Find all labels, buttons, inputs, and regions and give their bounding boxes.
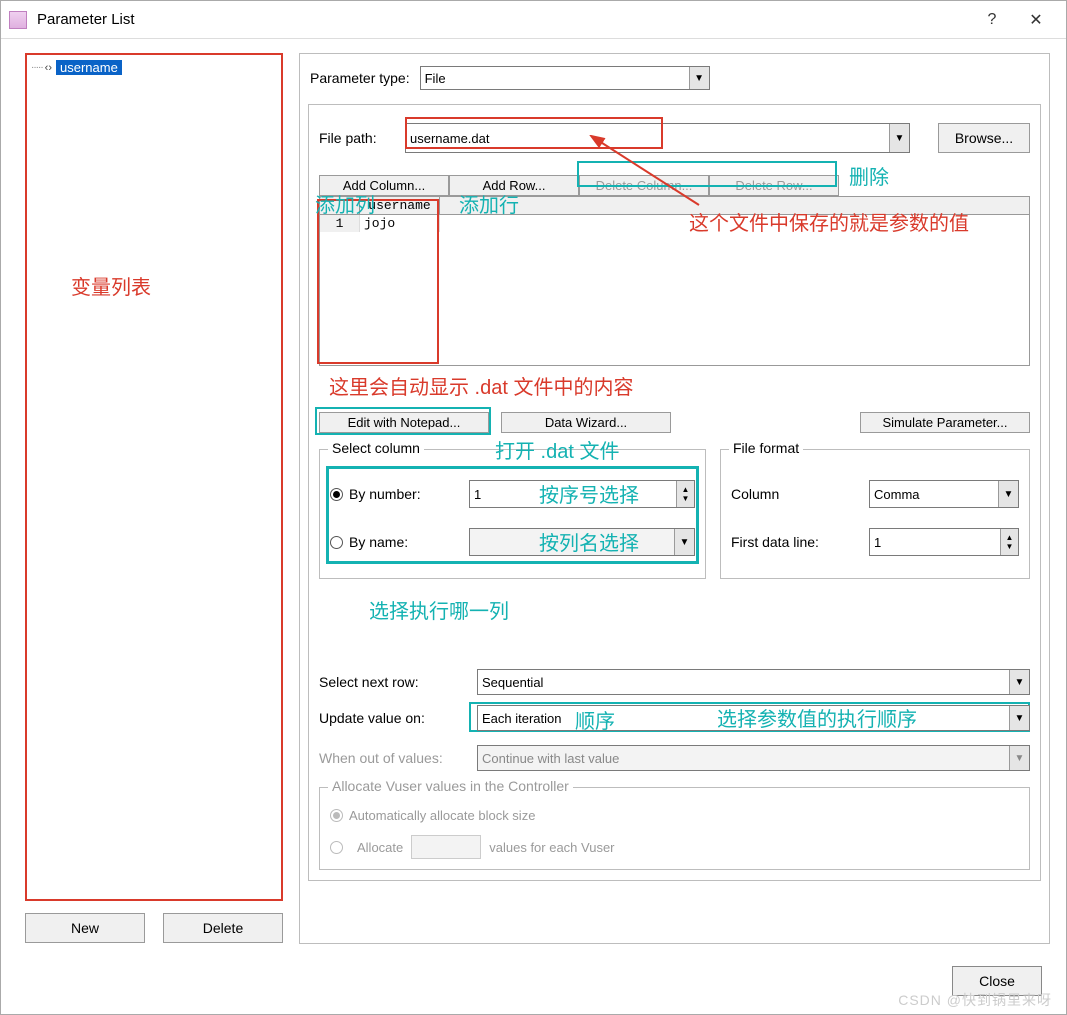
- allocate-auto-label: Automatically allocate block size: [349, 808, 535, 823]
- param-type-value: File: [425, 71, 446, 86]
- allocate-legend: Allocate Vuser values in the Controller: [328, 778, 573, 794]
- spin-arrows-icon: ▲▼: [676, 481, 694, 507]
- main-panel: Parameter type: File ▼ File path: userna…: [299, 53, 1050, 944]
- simulate-button[interactable]: Simulate Parameter...: [860, 412, 1030, 433]
- select-column-legend: Select column: [328, 440, 424, 456]
- when-out-combo: Continue with last value ▼: [477, 745, 1030, 771]
- dropdown-arrow-icon: ▼: [998, 481, 1018, 507]
- ann-seq: 顺序: [575, 705, 615, 734]
- param-type-row: Parameter type: File ▼: [300, 54, 1049, 98]
- window-title: Parameter List: [37, 11, 135, 28]
- by-name-row: By name: ▼: [330, 522, 695, 562]
- parameter-list-window: Parameter List ? ✕ ····· ‹› username 变量列…: [0, 0, 1067, 1015]
- dropdown-arrow-icon: ▼: [889, 124, 909, 152]
- by-number-row: By number: 1 ▲▼: [330, 474, 695, 514]
- allocate-auto-radio: [330, 809, 343, 822]
- file-path-row: File path: username.dat ▼ Browse...: [319, 123, 1030, 153]
- allocate-manual-post: values for each Vuser: [489, 840, 614, 855]
- tree-connector: ·····: [31, 62, 43, 73]
- when-out-label: When out of values:: [319, 750, 469, 766]
- select-next-row-row: Select next row: Sequential ▼: [319, 669, 1030, 695]
- edit-notepad-button[interactable]: Edit with Notepad...: [319, 412, 489, 433]
- mid-buttons-row: Edit with Notepad... Data Wizard... Simu…: [319, 412, 1030, 433]
- when-out-value: Continue with last value: [482, 751, 619, 766]
- select-column-group: Select column By number: 1 ▲▼ By name:: [319, 449, 706, 579]
- update-value-label: Update value on:: [319, 710, 469, 726]
- delete-row-button[interactable]: Delete Row...: [709, 175, 839, 196]
- ann-by-name: 按列名选择: [539, 527, 639, 556]
- ann-delete: 删除: [849, 161, 889, 190]
- grid-buttons-row: Add Column... Add Row... Delete Column..…: [319, 175, 1030, 196]
- delete-column-button[interactable]: Delete Column...: [579, 175, 709, 196]
- select-next-row-label: Select next row:: [319, 674, 469, 690]
- spin-arrows-icon: ▲▼: [1000, 529, 1018, 555]
- allocate-auto-row: Automatically allocate block size: [330, 808, 1019, 823]
- when-out-row: When out of values: Continue with last v…: [319, 745, 1030, 771]
- first-line-label: First data line:: [731, 534, 861, 550]
- update-value-value: Each iteration: [482, 711, 562, 726]
- ann-file-desc: 这个文件中保存的就是参数的值: [689, 209, 989, 239]
- window-body: ····· ‹› username 变量列表 New Delete Parame…: [1, 39, 1066, 1014]
- annotation-var-list: 变量列表: [71, 271, 151, 300]
- tree-item-label: username: [56, 60, 122, 75]
- param-type-combo[interactable]: File ▼: [420, 66, 710, 90]
- by-name-label: By name:: [349, 534, 469, 550]
- first-line-row: First data line: 1 ▲▼: [731, 522, 1019, 562]
- data-wizard-button[interactable]: Data Wizard...: [501, 412, 671, 433]
- file-path-label: File path:: [319, 130, 397, 146]
- param-type-label: Parameter type:: [310, 70, 410, 86]
- file-format-legend: File format: [729, 440, 803, 456]
- app-icon: [9, 11, 27, 29]
- update-value-row: Update value on: Each iteration ▼: [319, 705, 1030, 731]
- by-number-radio[interactable]: [330, 488, 343, 501]
- dropdown-arrow-icon: ▼: [674, 529, 694, 555]
- first-line-spin[interactable]: 1 ▲▼: [869, 528, 1019, 556]
- dropdown-arrow-icon: ▼: [1009, 670, 1029, 694]
- file-group: File path: username.dat ▼ Browse... Add …: [308, 104, 1041, 881]
- column-format-row: Select column By number: 1 ▲▼ By name:: [319, 449, 1030, 579]
- parameter-tree[interactable]: ····· ‹› username: [25, 53, 283, 901]
- dropdown-arrow-icon: ▼: [1009, 746, 1029, 770]
- close-window-button[interactable]: ✕: [1014, 5, 1058, 35]
- allocate-manual-input: [411, 835, 481, 859]
- by-number-label: By number:: [349, 486, 469, 502]
- ann-dat-content: 这里会自动显示 .dat 文件中的内容: [329, 371, 633, 400]
- by-number-value: 1: [474, 487, 481, 502]
- column-delim-value: Comma: [874, 487, 920, 502]
- ann-which-col: 选择执行哪一列: [369, 595, 509, 624]
- watermark: CSDN @快到锅里来呀: [898, 990, 1052, 1010]
- file-path-combo[interactable]: username.dat ▼: [405, 123, 910, 153]
- column-delim-row: Column Comma ▼: [731, 474, 1019, 514]
- tree-item-username[interactable]: ····· ‹› username: [29, 59, 279, 76]
- ann-add-col: 添加列: [315, 189, 375, 218]
- first-line-value: 1: [874, 535, 881, 550]
- allocate-manual-radio: [330, 841, 343, 854]
- delete-button[interactable]: Delete: [163, 913, 283, 943]
- allocate-group: Allocate Vuser values in the Controller …: [319, 787, 1030, 870]
- allocate-manual-row: Allocate values for each Vuser: [330, 835, 1019, 859]
- file-format-group: File format Column Comma ▼ First data li…: [720, 449, 1030, 579]
- ann-open-dat: 打开 .dat 文件: [495, 435, 619, 464]
- select-next-row-value: Sequential: [482, 675, 543, 690]
- new-button[interactable]: New: [25, 913, 145, 943]
- column-delim-combo[interactable]: Comma ▼: [869, 480, 1019, 508]
- column-delim-label: Column: [731, 486, 861, 502]
- ann-add-row: 添加行: [459, 189, 519, 218]
- browse-button[interactable]: Browse...: [938, 123, 1030, 153]
- help-button[interactable]: ?: [970, 5, 1014, 35]
- select-next-row-combo[interactable]: Sequential ▼: [477, 669, 1030, 695]
- by-name-radio[interactable]: [330, 536, 343, 549]
- ann-exec-order: 选择参数值的执行顺序: [717, 703, 917, 732]
- ann-by-number: 按序号选择: [539, 479, 639, 508]
- dropdown-arrow-icon: ▼: [689, 67, 709, 89]
- tree-buttons: New Delete: [25, 913, 283, 943]
- param-icon: ‹›: [45, 62, 52, 74]
- titlebar: Parameter List ? ✕: [1, 1, 1066, 39]
- allocate-manual-pre: Allocate: [357, 840, 403, 855]
- file-path-value: username.dat: [410, 131, 490, 146]
- dropdown-arrow-icon: ▼: [1009, 706, 1029, 730]
